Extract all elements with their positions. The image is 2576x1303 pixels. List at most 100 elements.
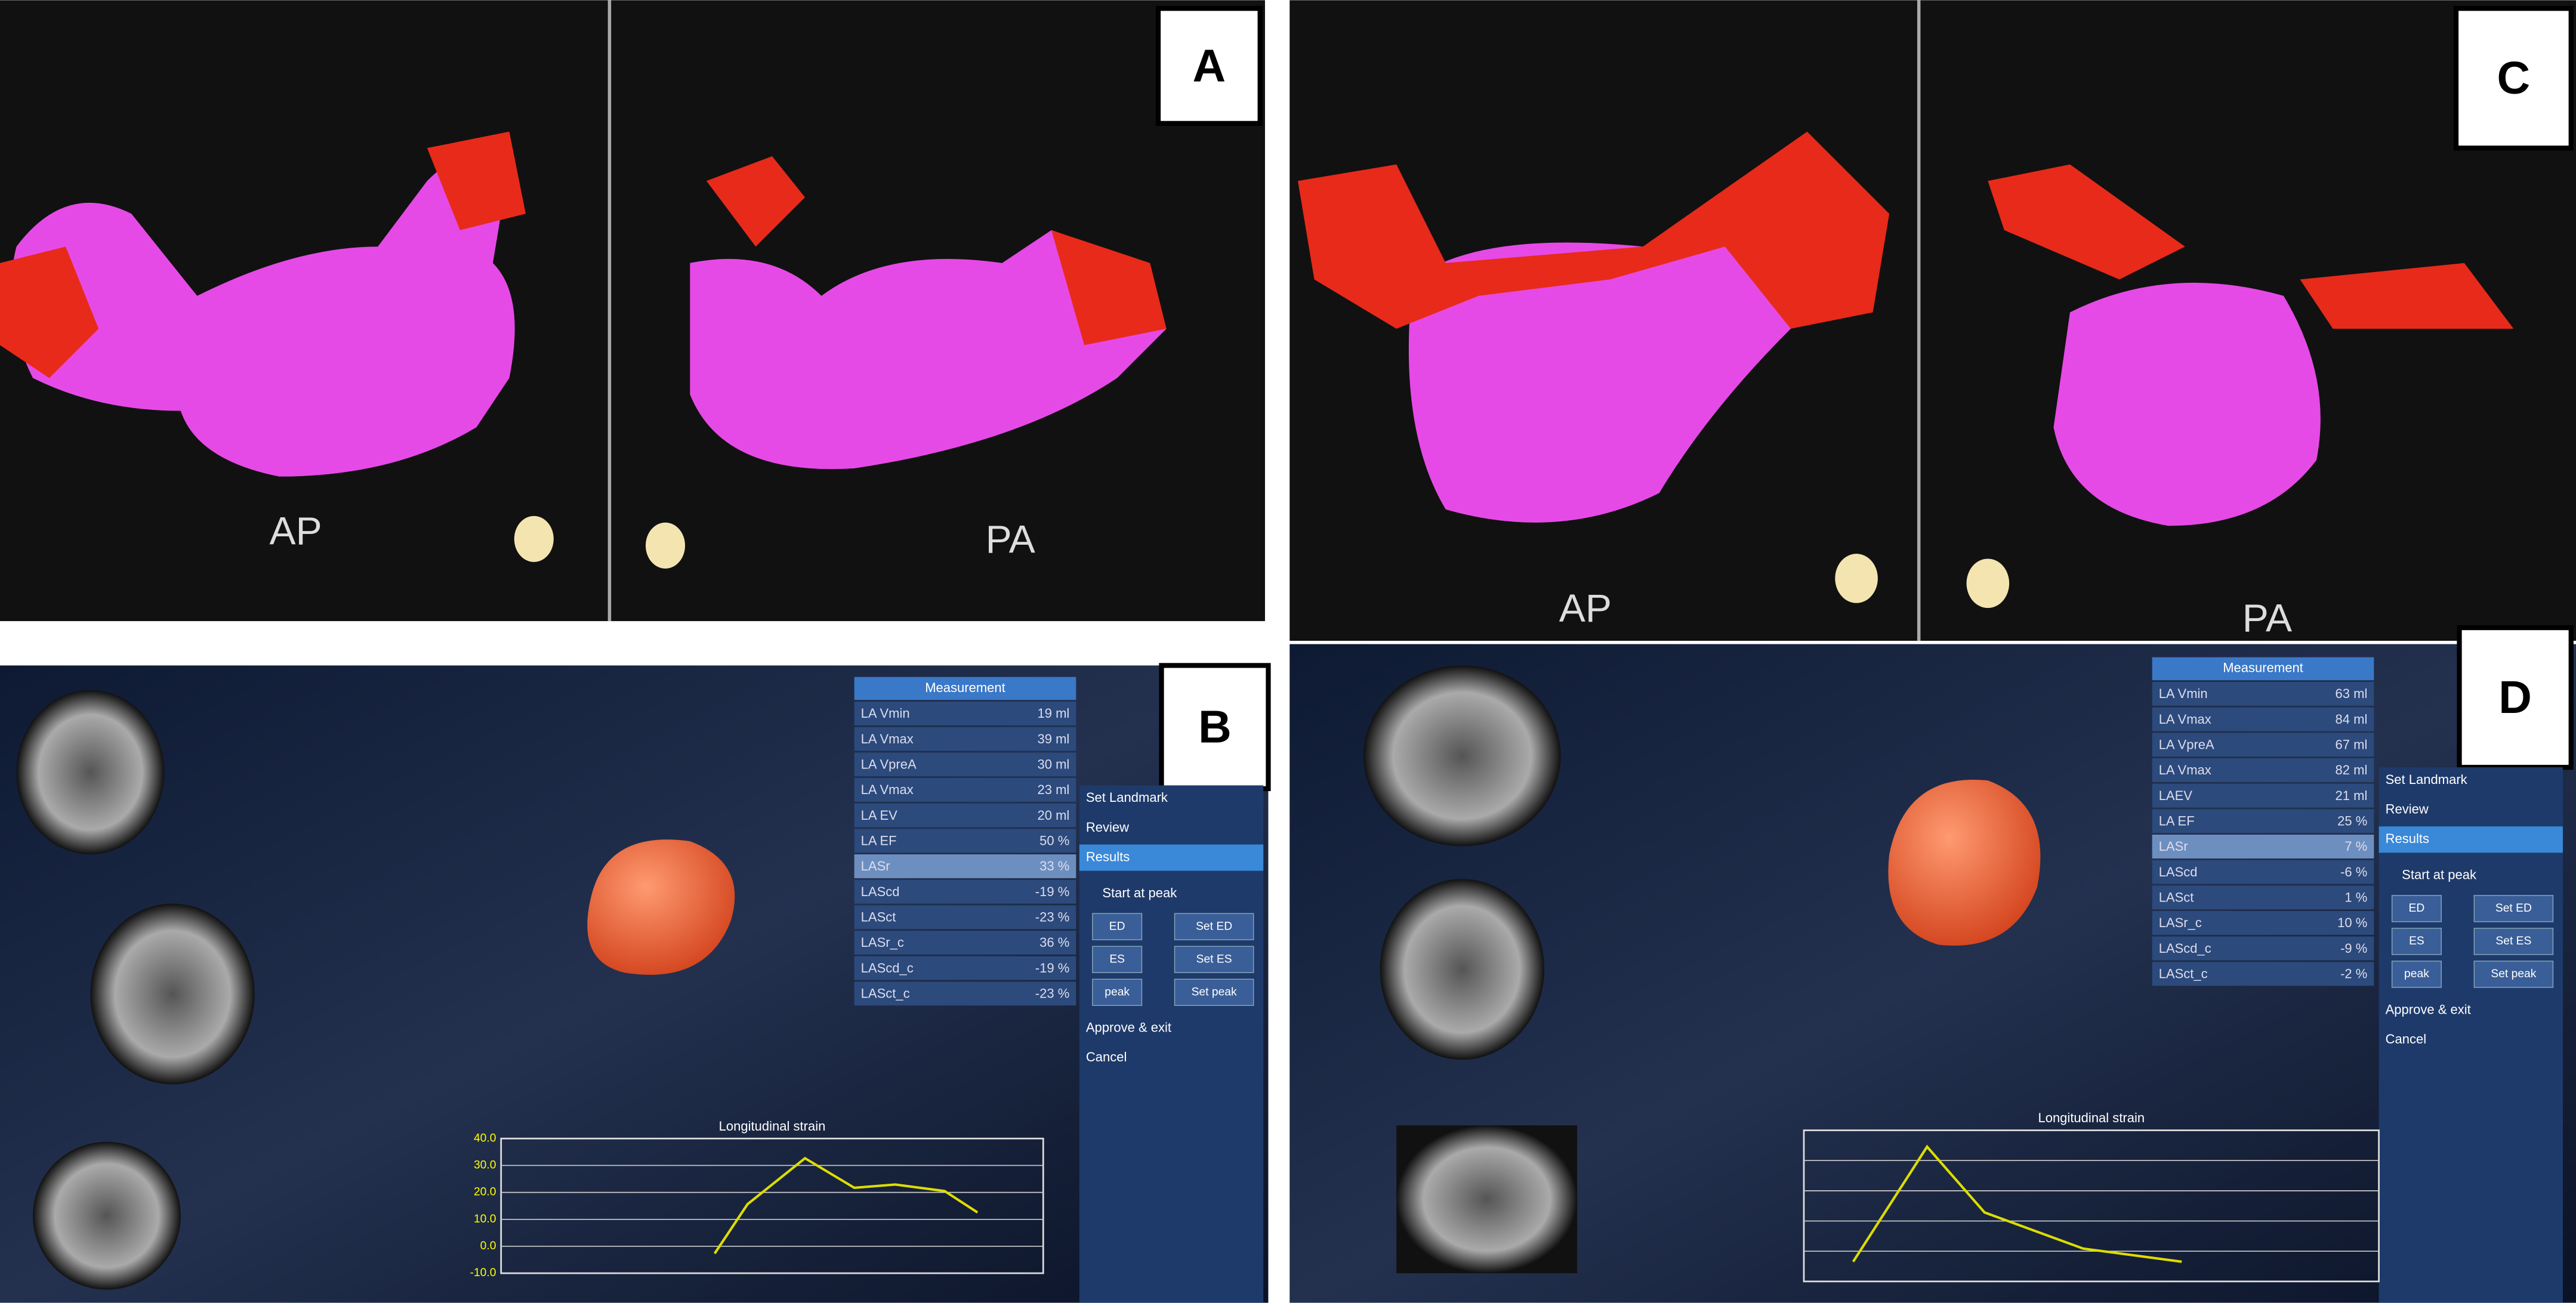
strain-curve: [713, 1156, 979, 1255]
row-value: 1 %: [2344, 890, 2367, 904]
table-row-bg: [2152, 860, 2374, 884]
row-label: LASr_c: [2159, 915, 2202, 930]
panel-c: [1289, 0, 2576, 641]
row-value: 33 %: [1039, 859, 1069, 873]
table-row-bg: [854, 981, 1076, 1006]
table-row-bg: [854, 956, 1076, 980]
button-label: ED: [1109, 920, 1125, 933]
menu-item: Results: [2386, 831, 2429, 846]
menu-active: [2378, 826, 2563, 853]
panel-label: A: [1193, 40, 1226, 91]
row-value: 10 %: [2337, 915, 2367, 930]
map-region: [427, 131, 526, 230]
panel-label-box: [1159, 663, 1271, 792]
panel-a: [0, 0, 1265, 622]
table-header-bg: [854, 677, 1076, 700]
table-header: Measurement: [925, 680, 1005, 695]
echo-view: [1380, 879, 1544, 1060]
row-label: LAScd_c: [2159, 941, 2211, 956]
strain-tick: -10.0: [470, 1267, 496, 1279]
torso-icon: [1966, 558, 2010, 609]
button: [2391, 961, 2442, 988]
echo-view: [90, 903, 255, 1085]
row-label: LA VpreA: [2159, 737, 2214, 752]
row-value: 50 %: [1039, 833, 1069, 848]
button: [2473, 928, 2554, 955]
panel-label: C: [2497, 53, 2531, 104]
table-row-bg: [854, 803, 1076, 828]
row-value: 21 ml: [2336, 788, 2368, 803]
row-label: LA EV: [861, 808, 898, 823]
row-value: 20 ml: [1037, 808, 1069, 823]
row-label: LA EF: [861, 833, 897, 848]
button-label: Set ED: [2495, 902, 2532, 915]
table-row-bg: [854, 727, 1076, 751]
menu-bg: [2378, 767, 2563, 1303]
row-label: LA Vmax: [2159, 762, 2211, 777]
row-value: 7 %: [2344, 839, 2367, 854]
row-value: -9 %: [2340, 941, 2367, 956]
la-model: [1888, 779, 2041, 946]
button-label: Set ES: [2495, 935, 2531, 947]
row-label: LASct_c: [2159, 967, 2208, 981]
row-value: 82 ml: [2336, 762, 2368, 777]
row-label: LAScd: [861, 884, 900, 899]
echo-view: [33, 1141, 181, 1290]
table-row-bg: [2152, 911, 2374, 935]
menu-item: Review: [2386, 801, 2429, 816]
table-row-bg: [854, 854, 1076, 878]
row-value: 84 ml: [2336, 712, 2368, 727]
button: [1174, 913, 1254, 940]
strain-frame: [1803, 1129, 2380, 1283]
map-region: [0, 246, 99, 378]
map-pa: [2053, 282, 2321, 526]
strain-tick: 20.0: [474, 1186, 496, 1199]
table-header: Measurement: [2223, 660, 2303, 675]
map-pa: [690, 230, 1167, 470]
row-label: LA Vmin: [861, 706, 910, 721]
row-value: -23 %: [1035, 910, 1070, 925]
table-row-bg: [854, 752, 1076, 777]
strain-tick: 10.0: [474, 1213, 496, 1225]
table-row-bg: [2152, 809, 2374, 833]
table-row-bg: [2152, 936, 2374, 961]
strain-title: Longitudinal strain: [2038, 1110, 2145, 1125]
table-row-bg: [854, 931, 1076, 955]
table-row-bg: [2152, 681, 2374, 706]
row-label: LASr: [2159, 839, 2188, 854]
button: [1174, 946, 1254, 973]
strain-curve: [1852, 1144, 2182, 1263]
row-value: -6 %: [2340, 864, 2367, 879]
row-value: 19 ml: [1037, 706, 1069, 721]
table-row-bg: [2152, 783, 2374, 808]
table-row-bg: [854, 829, 1076, 853]
strain-tick: 40.0: [474, 1132, 496, 1144]
button: [1092, 913, 1143, 940]
row-label: LAScd_c: [861, 961, 914, 975]
button: [1092, 946, 1143, 973]
row-value: -19 %: [1035, 961, 1070, 975]
panel-b: [0, 665, 1269, 1303]
button-label: ED: [2409, 902, 2425, 915]
table-row-bg: [2152, 885, 2374, 910]
row-value: -19 %: [1035, 884, 1070, 899]
torso-icon: [646, 522, 686, 569]
table-row-bg: [2152, 758, 2374, 782]
button: [2391, 928, 2442, 955]
menu-item: Cancel: [2386, 1032, 2427, 1046]
strain-frame: [500, 1137, 1044, 1274]
table-row-bg: [2152, 707, 2374, 731]
torso-icon: [514, 515, 554, 562]
menu-item: Results: [1086, 849, 1130, 864]
row-label: LASct_c: [861, 986, 910, 1001]
menu-item: Review: [1086, 820, 1129, 835]
row-label: LA Vmin: [2159, 686, 2208, 701]
view-label: AP: [270, 510, 322, 554]
panel-label-box: [2453, 5, 2574, 151]
table-row-bg: [854, 701, 1076, 725]
menu-item: Approve & exit: [1086, 1020, 1171, 1035]
menu-bg: [1079, 785, 1264, 1303]
button-label: Set ED: [1196, 920, 1232, 933]
